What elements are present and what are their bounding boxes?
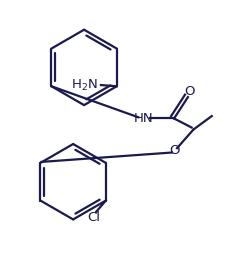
Text: O: O [169,144,179,157]
Text: Cl: Cl [87,211,100,224]
Text: HN: HN [134,112,154,125]
Text: H$_2$N: H$_2$N [71,77,98,93]
Text: O: O [185,85,195,98]
